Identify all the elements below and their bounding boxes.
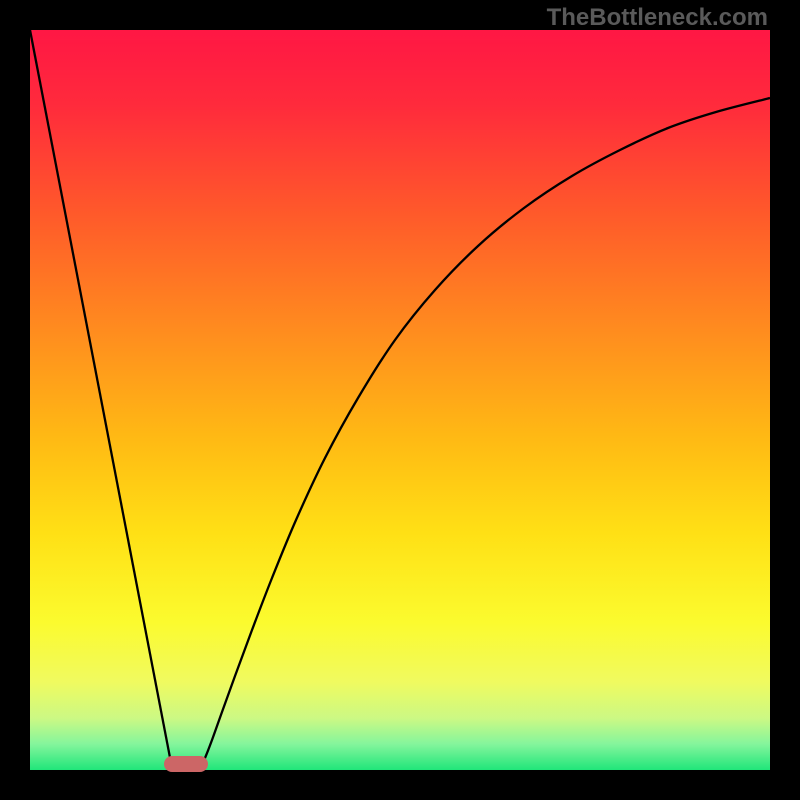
chart-container: { "type": "line", "canvas": { "width": 8… bbox=[0, 0, 800, 800]
right-recovery-curve bbox=[200, 98, 770, 768]
left-descent-line bbox=[30, 30, 172, 768]
watermark-text: TheBottleneck.com bbox=[547, 4, 768, 32]
curve-layer bbox=[0, 0, 800, 800]
minimum-marker bbox=[164, 756, 208, 772]
plot-area bbox=[30, 30, 770, 770]
